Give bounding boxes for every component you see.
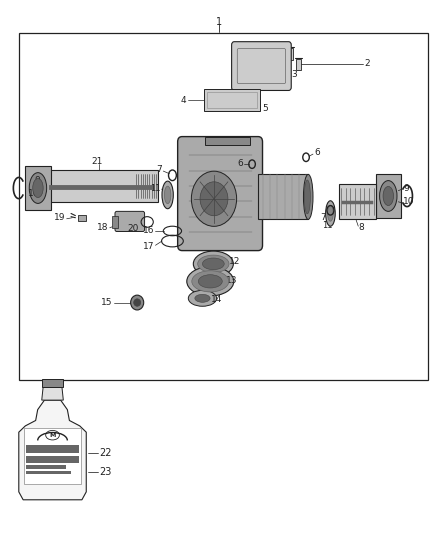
Text: 18: 18 <box>97 223 109 232</box>
Ellipse shape <box>187 266 234 296</box>
Bar <box>45 170 158 202</box>
Text: 22: 22 <box>99 448 111 458</box>
Bar <box>26 465 66 469</box>
Bar <box>42 379 64 387</box>
Text: 20: 20 <box>127 224 139 233</box>
Bar <box>296 59 301 70</box>
Polygon shape <box>19 400 86 500</box>
FancyBboxPatch shape <box>232 42 291 91</box>
Ellipse shape <box>192 271 229 292</box>
Bar <box>24 428 81 484</box>
Text: M: M <box>49 433 56 438</box>
Bar <box>19 33 428 381</box>
Ellipse shape <box>195 294 210 302</box>
Text: 9: 9 <box>403 183 409 192</box>
Text: 4: 4 <box>180 95 186 104</box>
Text: 10: 10 <box>28 189 40 198</box>
Bar <box>339 184 376 219</box>
Text: 10: 10 <box>403 197 415 206</box>
Text: 13: 13 <box>226 276 237 285</box>
Bar <box>26 445 79 453</box>
Text: 7: 7 <box>156 166 162 174</box>
Bar <box>26 456 79 463</box>
Ellipse shape <box>198 255 229 272</box>
FancyBboxPatch shape <box>115 212 145 231</box>
Ellipse shape <box>33 179 43 198</box>
Text: 1: 1 <box>216 17 222 27</box>
Bar <box>205 136 251 144</box>
Text: 14: 14 <box>211 295 223 304</box>
Bar <box>204 89 260 111</box>
Text: 19: 19 <box>54 213 66 222</box>
Ellipse shape <box>164 186 171 204</box>
Ellipse shape <box>162 181 173 209</box>
Text: 15: 15 <box>101 298 113 307</box>
Text: 12: 12 <box>229 257 240 265</box>
Text: 3: 3 <box>291 70 297 79</box>
Bar <box>376 174 401 217</box>
Bar <box>26 471 71 474</box>
Ellipse shape <box>325 201 335 226</box>
Ellipse shape <box>304 174 313 220</box>
Ellipse shape <box>188 290 217 306</box>
Ellipse shape <box>131 295 144 310</box>
Text: 11: 11 <box>150 183 161 192</box>
Ellipse shape <box>328 206 333 221</box>
Text: 6: 6 <box>314 148 320 157</box>
Ellipse shape <box>29 173 47 204</box>
Ellipse shape <box>202 258 224 270</box>
Circle shape <box>191 171 237 227</box>
Ellipse shape <box>380 181 397 212</box>
Text: 17: 17 <box>143 242 155 251</box>
Text: 2: 2 <box>364 60 370 68</box>
Ellipse shape <box>383 187 393 206</box>
Ellipse shape <box>304 180 311 214</box>
Text: 7: 7 <box>320 213 325 222</box>
Circle shape <box>200 182 228 216</box>
Text: 9: 9 <box>34 176 40 185</box>
Text: 5: 5 <box>262 104 268 113</box>
Text: 16: 16 <box>143 226 155 235</box>
Bar <box>78 215 86 221</box>
Text: 11: 11 <box>321 221 332 230</box>
Ellipse shape <box>134 299 141 306</box>
Bar <box>113 216 117 228</box>
Bar <box>207 92 257 108</box>
Bar <box>288 48 293 60</box>
Ellipse shape <box>198 274 222 288</box>
Bar <box>258 174 308 220</box>
Text: 23: 23 <box>99 467 111 477</box>
Bar <box>25 166 50 210</box>
FancyBboxPatch shape <box>178 136 262 251</box>
Ellipse shape <box>193 251 233 277</box>
Text: 6: 6 <box>238 159 244 167</box>
Polygon shape <box>42 387 64 400</box>
Text: 8: 8 <box>359 223 364 232</box>
Text: 21: 21 <box>92 157 103 166</box>
